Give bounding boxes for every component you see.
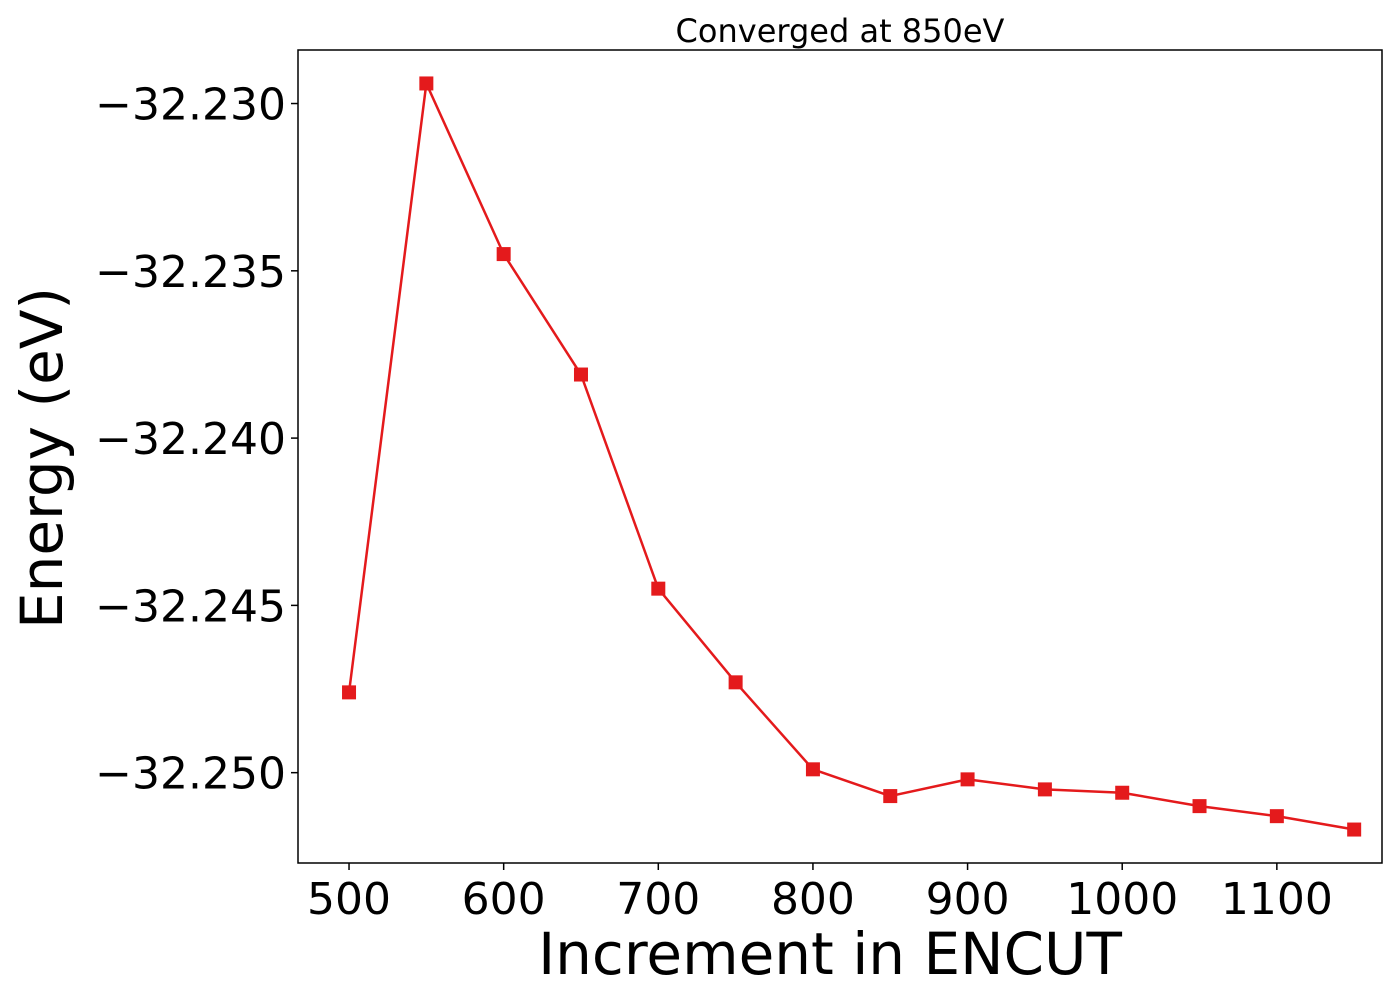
x-tick-label: 1100 [1221, 874, 1333, 925]
x-axis-ticks: 500 600 700 800 900 1000 1100 [307, 863, 1333, 925]
y-tick-label: −32.250 [95, 749, 286, 800]
data-point-marker [728, 675, 743, 690]
data-point-marker [1269, 809, 1284, 824]
data-point-marker [883, 789, 898, 804]
y-axis-ticks: −32.230 −32.235 −32.240 −32.245 −32.250 [95, 80, 298, 800]
y-tick-label: −32.240 [95, 414, 286, 465]
data-point-marker [1037, 782, 1052, 797]
x-axis-label: Increment in ENCUT [538, 920, 1122, 988]
data-point-marker [419, 76, 434, 91]
data-point-marker [573, 367, 588, 382]
chart-title: Converged at 850eV [676, 12, 1005, 50]
data-point-marker [342, 685, 357, 700]
data-point-marker [960, 772, 975, 787]
data-point-marker [1347, 822, 1362, 837]
data-point-marker [805, 762, 820, 777]
x-tick-label: 500 [307, 874, 391, 925]
x-tick-label: 800 [771, 874, 855, 925]
y-tick-label: −32.245 [95, 581, 286, 632]
plot-area-frame [297, 49, 1383, 864]
x-tick-label: 900 [926, 874, 1010, 925]
x-tick-label: 700 [616, 874, 700, 925]
x-tick-label: 600 [462, 874, 546, 925]
series-line [347, 82, 1355, 831]
data-point-marker [651, 581, 666, 596]
series-layer [342, 76, 1362, 837]
data-point-marker [496, 247, 511, 262]
y-axis-label: Energy (eV) [8, 287, 76, 629]
y-tick-label: −32.235 [95, 247, 286, 298]
y-tick-label: −32.230 [95, 80, 286, 131]
data-point-marker [1115, 785, 1130, 800]
x-tick-label: 1000 [1066, 874, 1178, 925]
data-point-marker [1192, 799, 1207, 814]
